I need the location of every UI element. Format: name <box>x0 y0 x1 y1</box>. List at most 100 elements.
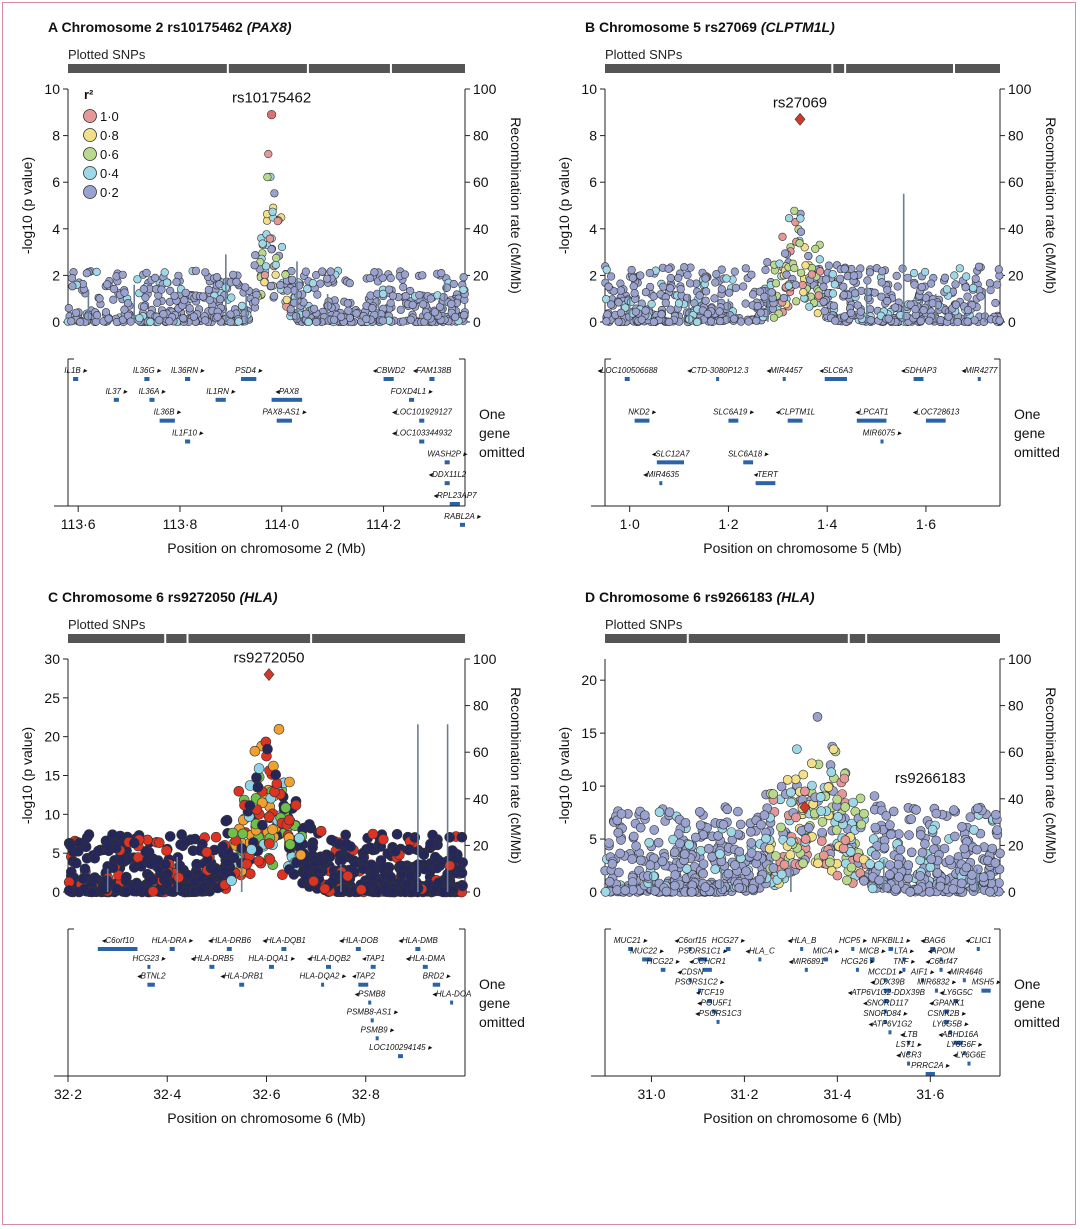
snp-point <box>437 269 446 278</box>
snp-point <box>212 273 221 282</box>
snp-point <box>679 849 690 860</box>
snp-point <box>419 300 428 309</box>
y-axis-label: -log10 (p value) <box>556 727 572 824</box>
y-tick-label: 0 <box>589 884 597 900</box>
snp-point <box>271 270 280 279</box>
gene-label-slc12a7: ◂SLC12A7 <box>651 449 690 458</box>
x-tick-label: 32·2 <box>54 1086 82 1102</box>
plotted-snps-gap <box>847 634 850 643</box>
snp-point <box>848 797 858 808</box>
snp-point <box>825 857 835 868</box>
snp-point <box>362 314 371 324</box>
gene-label-mccd1: MCCD1 ▸ <box>868 967 904 976</box>
snp-point <box>133 275 142 284</box>
gene-body-cbwd2 <box>383 377 394 381</box>
snp-point <box>816 806 827 816</box>
snp-point <box>83 829 95 840</box>
gene-label-nkd2: NKD2 ▸ <box>628 408 657 417</box>
snp-point <box>884 869 895 880</box>
snp-point <box>201 316 210 325</box>
snp-point <box>666 305 675 314</box>
gene-label-hla-dra: HLA-DRA ▸ <box>152 936 194 945</box>
snp-point <box>768 863 779 873</box>
snp-point <box>942 285 952 294</box>
gene-body-muc21 <box>628 947 633 951</box>
snp-point <box>602 317 611 326</box>
snp-point <box>654 807 665 818</box>
snp-point <box>433 877 444 889</box>
snp-point <box>312 317 321 327</box>
snp-point <box>830 280 839 289</box>
plotted-snps-gap <box>831 64 834 73</box>
gene-body-mir4457 <box>782 377 786 381</box>
snp-point <box>840 802 850 812</box>
snp-point <box>703 843 714 854</box>
gene-body-prrc2a <box>925 1072 935 1076</box>
snp-point <box>385 871 397 883</box>
snp-point <box>756 819 766 830</box>
y2-axis-label: Recombination rate (cM/Mb) <box>508 117 524 294</box>
plotted-snps-bar <box>605 634 1000 643</box>
snp-point <box>798 769 809 780</box>
gene-label-snord84: SNORD84 ▸ <box>863 1009 908 1018</box>
snp-point <box>368 304 377 313</box>
gene-label-hcg23: HCG23 ▸ <box>132 954 166 963</box>
y-tick-label: 0 <box>52 314 60 330</box>
gene-body-lpcat1 <box>856 418 887 423</box>
snp-point <box>459 285 468 294</box>
snp-point <box>710 294 719 303</box>
snp-point <box>684 839 695 850</box>
snp-point <box>227 827 239 839</box>
snp-point <box>795 239 804 248</box>
gene-body-ly6g6f <box>962 1051 966 1056</box>
snp-point <box>798 858 808 869</box>
gene-label-tap2: ◂TAP2 <box>352 972 376 981</box>
y-tick-label: 4 <box>52 221 60 237</box>
gene-label-loc728613: ◂LOC728613 <box>912 408 960 417</box>
gene-label-il36g: IL36G ▸ <box>133 366 162 375</box>
snp-point <box>803 822 814 833</box>
snp-point <box>987 843 998 854</box>
snp-point <box>616 286 626 295</box>
snp-point <box>277 242 287 252</box>
snp-point <box>866 305 875 314</box>
snp-point <box>226 875 237 886</box>
snp-point <box>978 872 989 883</box>
scatter-points <box>601 206 1005 327</box>
gene-label-il36rn: IL36RN ▸ <box>171 366 205 375</box>
snp-point <box>406 286 415 296</box>
snp-point <box>399 317 408 326</box>
gene-label-msh5: MSH5 ▸ <box>972 978 1001 987</box>
snp-point <box>265 234 275 243</box>
snp-point <box>427 829 438 841</box>
snp-point <box>798 280 807 290</box>
y-tick-label: 6 <box>589 174 597 190</box>
y2-axis-label: Recombination rate (cM/Mb) <box>508 687 524 864</box>
snp-point <box>661 298 670 308</box>
gene-body-apom <box>939 957 943 962</box>
y-axis-label: -log10 (p value) <box>19 727 35 824</box>
snp-point <box>786 797 796 808</box>
gene-body-ncr3 <box>907 1061 911 1066</box>
snp-point <box>856 307 865 316</box>
snp-point <box>444 860 456 872</box>
snp-point <box>903 860 914 870</box>
snp-point <box>888 806 899 817</box>
snp-point <box>935 881 946 892</box>
snp-point <box>730 267 739 276</box>
snp-point <box>892 271 901 281</box>
gene-label-pax8-as1: PAX8-AS1 ▸ <box>262 408 307 417</box>
snp-point <box>109 284 119 294</box>
snp-point <box>234 317 243 326</box>
snp-point <box>315 825 327 837</box>
snp-point <box>319 883 331 895</box>
snp-point <box>976 292 985 301</box>
snp-point <box>767 288 776 297</box>
snp-point <box>614 298 623 307</box>
y2-tick-label: 60 <box>473 744 489 760</box>
gene-label-il1f10: IL1F10 ▸ <box>172 429 204 438</box>
y-tick-label: 8 <box>589 128 597 144</box>
gene-label-loc100506688: ◂LOC100506688 <box>597 366 658 375</box>
snp-point <box>665 317 674 327</box>
snp-point <box>833 811 843 822</box>
